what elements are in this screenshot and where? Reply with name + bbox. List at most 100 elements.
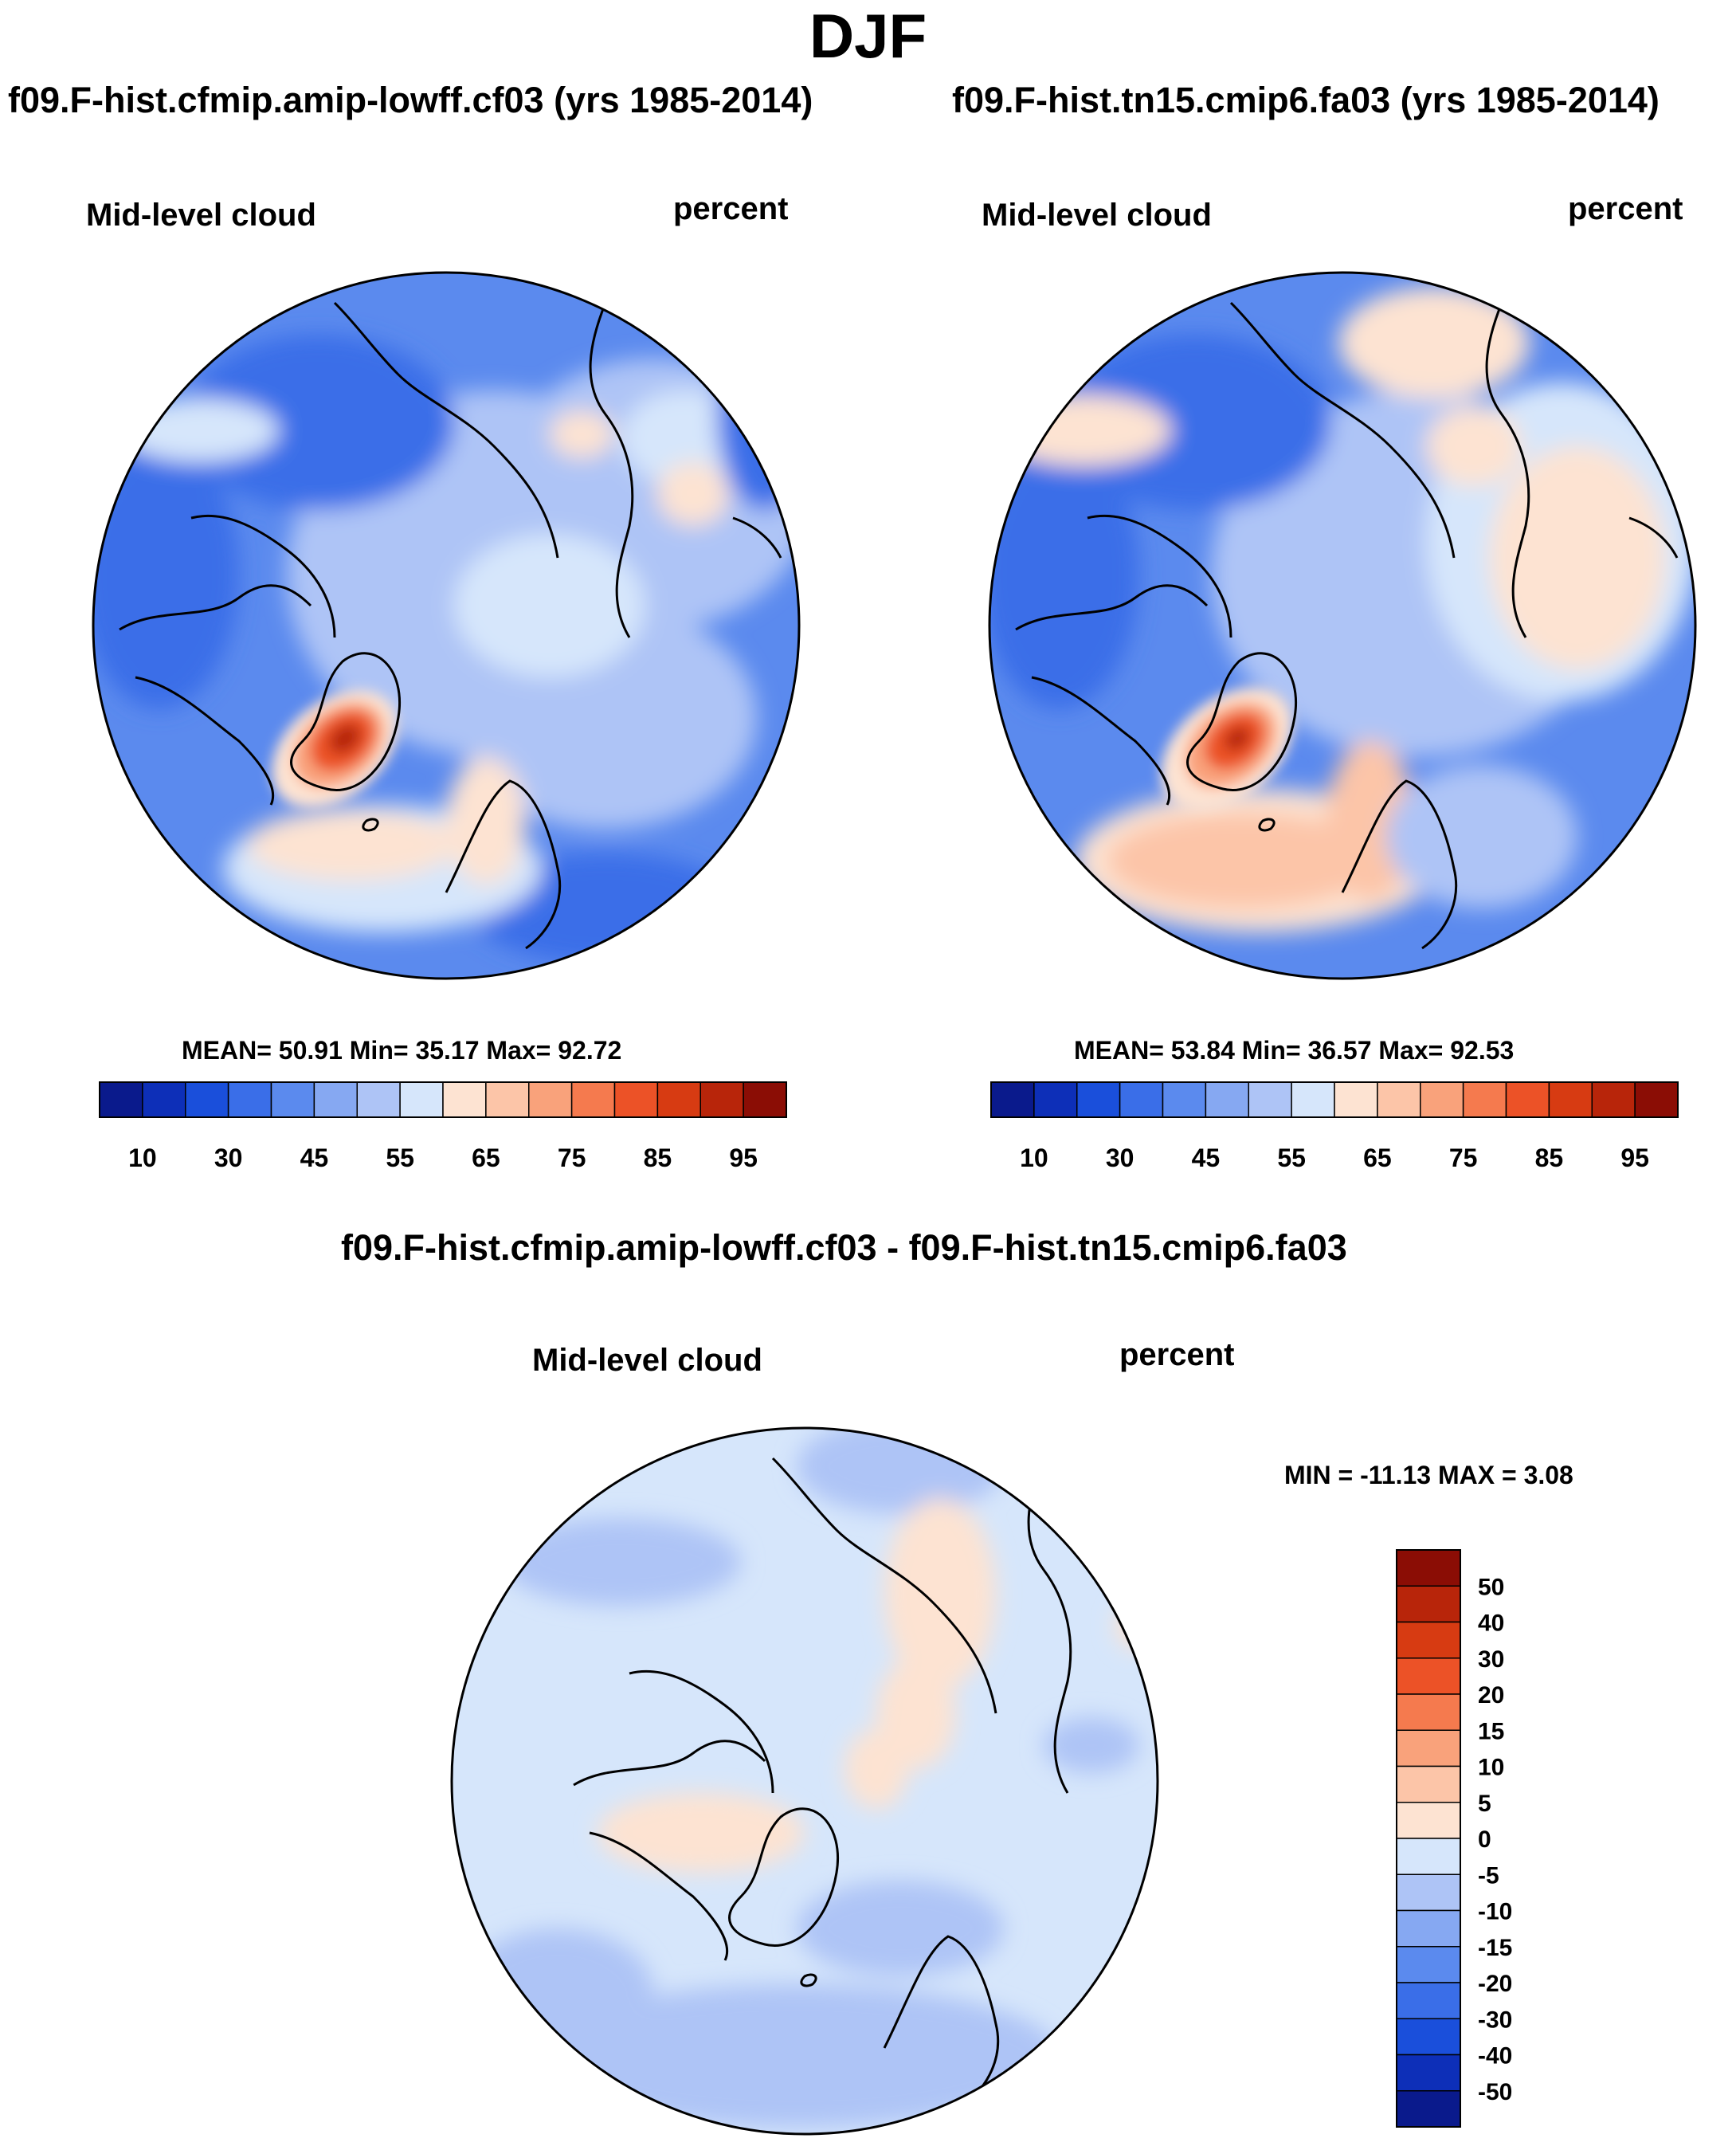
colorbar-2-swatch-11: [1462, 1081, 1507, 1118]
panel-1-variable-label: Mid-level cloud: [86, 198, 316, 233]
colorbar-3-swatch-0: [1396, 1549, 1461, 1587]
colorbar-3-swatch-1: [1396, 1585, 1461, 1623]
colorbar-3-swatch-7: [1396, 1802, 1461, 1839]
colorbar-1-swatch-14: [699, 1081, 744, 1118]
colorbar-2-swatch-13: [1548, 1081, 1593, 1118]
colorbar-1-swatch-9: [485, 1081, 530, 1118]
colorbar-3-swatch-11: [1396, 1946, 1461, 1983]
colorbar-2-tick-label: 75: [1449, 1144, 1478, 1172]
coastlines-3: [573, 1457, 1072, 2105]
panel-1-units-label: percent: [673, 191, 789, 226]
colorbar-2-swatch-1: [1033, 1081, 1078, 1118]
colorbar-1-swatch-10: [528, 1081, 573, 1118]
colorbar-1-swatch-3: [227, 1081, 272, 1118]
colorbar-3-swatch-14: [1396, 2054, 1461, 2092]
colorbar-3-tick-label: -50: [1478, 2079, 1512, 2105]
colorbar-3-tick-label: 50: [1478, 1574, 1504, 1600]
colorbar-1-tick-label: 45: [300, 1144, 329, 1172]
colorbar-3-tick-label: 10: [1478, 1755, 1504, 1781]
colorbar-3-swatch-8: [1396, 1838, 1461, 1875]
colorbar-1-swatch-8: [442, 1081, 487, 1118]
colorbar-3-swatch-13: [1396, 2018, 1461, 2056]
colorbar-2-swatch-8: [1334, 1081, 1378, 1118]
colorbar-1-swatch-2: [185, 1081, 229, 1118]
panel-2-title: f09.F-hist.tn15.cmip6.fa03 (yrs 1985-201…: [952, 80, 1660, 120]
colorbar-3-tick-label: -30: [1478, 2007, 1512, 2033]
colorbar-3-tick-label: -5: [1478, 1862, 1499, 1889]
colorbar-1-swatch-0: [99, 1081, 143, 1118]
colorbar-3-swatch-9: [1396, 1873, 1461, 1912]
colorbar-panel-2: 10 30 45 55 65 75 85 95: [990, 1081, 1679, 1172]
colorbar-3-tick-label: 15: [1478, 1718, 1504, 1744]
colorbar-3-tick-label: 20: [1478, 1682, 1504, 1709]
map-panel-3: [450, 1426, 1159, 2136]
colorbar-3-tick-label: 40: [1478, 1610, 1504, 1637]
colorbar-1-swatch-4: [270, 1081, 315, 1118]
panel-1-stats: MEAN= 50.91 Min= 35.17 Max= 92.72: [182, 1036, 622, 1065]
colorbar-2-swatch-12: [1505, 1081, 1550, 1118]
colorbar-1-swatch-7: [399, 1081, 444, 1118]
colorbar-2-swatch-3: [1119, 1081, 1164, 1118]
colorbar-3-swatch-10: [1396, 1909, 1461, 1948]
map-panel-2: [988, 271, 1697, 980]
colorbar-1-swatch-15: [743, 1081, 787, 1118]
colorbar-2-swatch-0: [990, 1081, 1035, 1118]
colorbar-3-tick-label: -15: [1478, 1935, 1512, 1961]
panel-3-units-label: percent: [1119, 1337, 1235, 1372]
colorbar-1-swatch-1: [142, 1081, 186, 1118]
panel-2-stats: MEAN= 53.84 Min= 36.57 Max= 92.53: [1074, 1036, 1515, 1065]
colorbar-1-tick-label: 55: [386, 1144, 414, 1172]
colorbar-2-swatch-7: [1291, 1081, 1335, 1118]
colorbar-1-frame: [99, 1081, 787, 1118]
colorbar-3-tick-label: -10: [1478, 1899, 1512, 1925]
panel-2-units-label: percent: [1568, 191, 1683, 226]
colorbar-2-tick-label: 30: [1106, 1144, 1134, 1172]
colorbar-2-swatch-9: [1377, 1081, 1421, 1118]
colorbar-2-swatch-10: [1420, 1081, 1464, 1118]
colorbar-3-swatch-4: [1396, 1693, 1461, 1731]
colorbar-2-tick-label: 10: [1020, 1144, 1048, 1172]
panel-2-variable-label: Mid-level cloud: [982, 198, 1212, 233]
colorbar-1-tick-label: 85: [644, 1144, 672, 1172]
colorbar-2-tick-label: 95: [1620, 1144, 1649, 1172]
colorbar-2-tick-label: 45: [1192, 1144, 1221, 1172]
colorbar-3-swatch-5: [1396, 1729, 1461, 1767]
colorbar-3-swatch-15: [1396, 2090, 1461, 2128]
colorbar-3-frame: [1396, 1549, 1461, 2128]
colorbar-panel-1: 10 30 45 55 65 75 85 95: [99, 1081, 787, 1172]
colorbar-3-tick-label: 0: [1478, 1826, 1491, 1853]
colorbar-2-tick-label: 55: [1277, 1144, 1306, 1172]
map-panel-1: [92, 271, 801, 980]
colorbar-1-swatch-6: [356, 1081, 401, 1118]
colorbar-3-tick-label: 30: [1478, 1646, 1504, 1673]
colorbar-1-swatch-13: [656, 1081, 701, 1118]
figure-title: DJF: [809, 1, 927, 71]
colorbar-1-swatch-12: [613, 1081, 659, 1118]
colorbar-2-frame: [990, 1081, 1679, 1118]
colorbar-1-swatch-11: [570, 1081, 616, 1118]
colorbar-2-tick-label: 65: [1363, 1144, 1392, 1172]
colorbar-3-tick-label: -40: [1478, 2043, 1512, 2069]
colorbar-2-swatch-14: [1591, 1081, 1636, 1118]
colorbar-2-tick-label: 85: [1535, 1144, 1564, 1172]
colorbar-2-swatch-5: [1205, 1081, 1249, 1118]
colorbar-3-swatch-3: [1396, 1658, 1461, 1695]
colorbar-3-swatch-2: [1396, 1621, 1461, 1659]
panel-3-stats: MIN = -11.13 MAX = 3.08: [1284, 1461, 1573, 1489]
colorbar-2-swatch-6: [1248, 1081, 1292, 1118]
colorbar-1-swatch-5: [313, 1081, 358, 1118]
colorbar-1-tick-label: 10: [128, 1144, 157, 1172]
colorbar-1-tick-label: 75: [558, 1144, 586, 1172]
colorbar-1-tick-label: 65: [472, 1144, 500, 1172]
panel-3-title: f09.F-hist.cfmip.amip-lowff.cf03 - f09.F…: [341, 1227, 1347, 1268]
colorbar-3-swatch-6: [1396, 1765, 1461, 1803]
colorbar-3-swatch-12: [1396, 1982, 1461, 2019]
colorbar-2-swatch-4: [1162, 1081, 1207, 1118]
colorbar-3-tick-label: 5: [1478, 1791, 1491, 1817]
panel-1-title: f09.F-hist.cfmip.amip-lowff.cf03 (yrs 19…: [8, 80, 813, 120]
coastlines-2: [1015, 301, 1679, 950]
coastlines-1: [119, 301, 782, 950]
